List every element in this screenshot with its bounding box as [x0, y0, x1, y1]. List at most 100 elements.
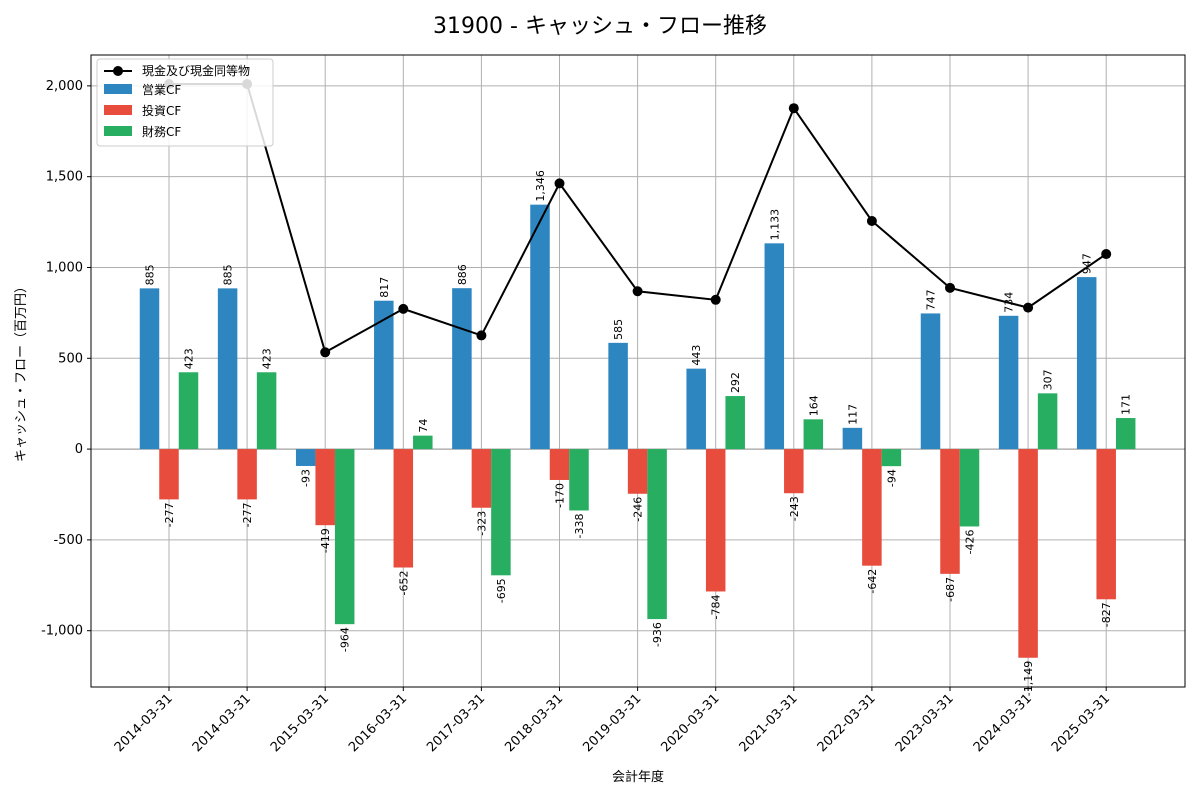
bar	[217, 288, 238, 450]
x-tick-label: 2020-03-31	[658, 691, 722, 755]
bar	[569, 449, 589, 511]
bars	[139, 204, 1136, 658]
bar-value-label: -426	[964, 529, 977, 554]
bar	[491, 449, 511, 576]
x-axis-ticks: 2014-03-31 2014-03-31 2015-03-31 2016-03-31…	[112, 687, 1113, 755]
bar-value-label: 817	[378, 277, 391, 298]
bar-value-label: -338	[573, 513, 586, 538]
bar	[334, 449, 355, 625]
bar-value-label: 307	[1042, 369, 1055, 390]
data-labels: 885 885 -93 817 886 1,346 585 443 1,133 117 747 734…	[144, 170, 1133, 696]
bar	[178, 372, 199, 450]
bar	[413, 435, 433, 450]
bar	[530, 204, 550, 450]
x-tick-label: 2018-03-31	[502, 691, 566, 755]
bar-value-label: -784	[710, 594, 723, 619]
cash-point	[710, 294, 721, 305]
bar	[1115, 418, 1136, 450]
chart-title: 31900 - キャッシュ・フロー推移	[433, 14, 767, 39]
bar	[452, 288, 472, 450]
bar-value-label: 734	[1003, 292, 1016, 313]
bar-value-label: -419	[319, 528, 332, 553]
y-tick-label: 2,000	[46, 79, 83, 94]
legend-label: 投資CF	[142, 103, 181, 118]
bar-value-label: 747	[925, 289, 938, 310]
bar	[1076, 277, 1097, 450]
bar-value-label: -687	[944, 577, 957, 602]
y-tick-label: 1,000	[46, 260, 83, 275]
bar	[549, 449, 570, 480]
bar-value-label: -936	[651, 622, 664, 647]
y-tick-label: -1,000	[41, 624, 83, 639]
bar-value-label: -827	[1100, 602, 1113, 627]
y-tick-label: 0	[75, 442, 83, 457]
legend-label: 財務CF	[142, 124, 181, 139]
x-tick-label: 2021-03-31	[737, 691, 801, 755]
bar	[1037, 393, 1058, 450]
bar-value-label: 423	[183, 348, 196, 369]
bar	[295, 449, 316, 466]
bar-value-label: -246	[632, 497, 645, 522]
bar-value-label: 171	[1120, 394, 1133, 415]
bar-value-label: -277	[241, 502, 254, 527]
bar	[237, 449, 257, 500]
x-tick-label: 2017-03-31	[424, 691, 488, 755]
bar-value-label: 1,346	[534, 170, 547, 202]
bar	[920, 313, 941, 450]
bar-value-label: -652	[397, 571, 410, 596]
legend-swatch	[104, 126, 132, 136]
bar-value-label: 164	[807, 395, 820, 416]
y-axis-label: キャッシュ・フロー（百万円）	[14, 280, 29, 462]
x-tick-label: 2019-03-31	[580, 691, 644, 755]
bar	[686, 368, 706, 450]
bar	[959, 449, 980, 527]
legend-line-marker	[113, 66, 123, 76]
bar	[940, 449, 960, 574]
cash-point	[866, 215, 877, 226]
cash-point	[554, 178, 565, 189]
bar	[705, 449, 726, 592]
cash-point	[632, 286, 643, 297]
bar	[784, 449, 804, 494]
bar	[1096, 449, 1116, 600]
legend-label: 営業CF	[142, 83, 181, 97]
bar	[608, 342, 628, 450]
bar-value-label: -964	[339, 627, 352, 652]
bar	[764, 243, 785, 450]
cash-point	[320, 347, 331, 358]
y-tick-label: -500	[53, 533, 83, 548]
y-tick-label: 500	[58, 351, 83, 366]
bar	[881, 449, 902, 467]
x-tick-label: 2025-03-31	[1049, 691, 1113, 755]
bar-value-label: -695	[495, 578, 508, 603]
bar	[471, 449, 492, 508]
bar-value-label: -243	[788, 496, 801, 521]
x-tick-label: 2014-03-31	[112, 691, 176, 755]
bar	[256, 372, 277, 450]
bar-value-label: -93	[300, 469, 313, 487]
bar	[139, 288, 160, 450]
x-tick-label: 2024-03-31	[971, 691, 1035, 755]
bar-value-label: 885	[144, 264, 157, 285]
y-tick-label: 1,500	[46, 170, 83, 185]
bar-value-label: 885	[222, 264, 235, 285]
bar-value-label: -277	[163, 502, 176, 527]
bar-value-label: 74	[417, 419, 430, 433]
bar	[862, 449, 882, 566]
bar	[647, 449, 667, 620]
bar	[374, 300, 394, 450]
bar-value-label: -94	[885, 469, 898, 487]
bar	[627, 449, 648, 494]
bar-value-label: 117	[846, 404, 859, 425]
x-tick-label: 2016-03-31	[346, 691, 410, 755]
legend-swatch	[104, 105, 132, 115]
bar	[803, 419, 824, 450]
bar	[315, 449, 335, 526]
bar	[393, 449, 414, 568]
bar-value-label: -170	[554, 483, 567, 508]
y-axis-ticks: -1,000 -500 0 500 1,000 1,500 2,000	[41, 79, 91, 639]
bar-value-label: 585	[612, 319, 625, 340]
cash-point	[1101, 249, 1112, 260]
